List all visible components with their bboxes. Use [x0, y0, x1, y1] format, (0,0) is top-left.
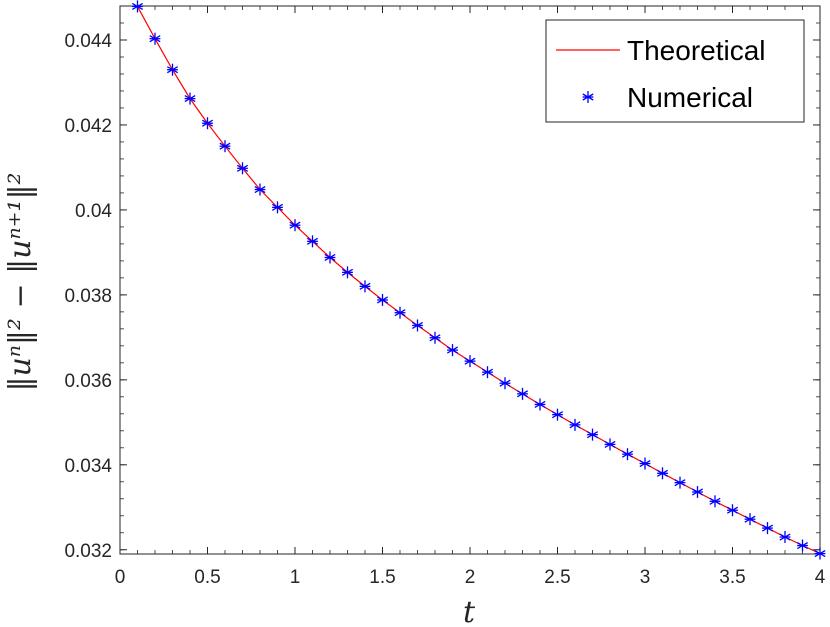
- y-tick-label: 0.04: [75, 201, 112, 222]
- numerical-point: [341, 266, 354, 279]
- y-axis-label-text: ‖uⁿ‖² − ‖uⁿ⁺¹‖²: [3, 172, 38, 391]
- x-tick-label: 2: [465, 567, 476, 588]
- numerical-point: [709, 495, 721, 508]
- numerical-point: [446, 344, 459, 357]
- y-tick-label: 0.032: [64, 541, 112, 562]
- numerical-point: [674, 476, 686, 489]
- x-tick-label: 0.5: [194, 567, 220, 588]
- legend: Theoretical Numerical: [545, 19, 805, 123]
- numerical-point: [726, 504, 739, 517]
- numerical-point: [656, 467, 669, 480]
- x-tick-label: 4: [815, 567, 826, 588]
- x-tick-label: 1: [290, 567, 301, 588]
- x-tick-label: 3: [640, 567, 651, 588]
- y-tick-label: 0.042: [64, 116, 112, 137]
- legend-box: [545, 19, 805, 123]
- legend-numerical-marker: [582, 91, 594, 103]
- numerical-point: [761, 522, 774, 535]
- numerical-point: [411, 319, 424, 332]
- numerical-point: [184, 92, 196, 105]
- theoretical-line: [136, 6, 821, 555]
- y-tick-label: 0.044: [64, 31, 112, 52]
- y-axis-label: ‖uⁿ‖² − ‖uⁿ⁺¹‖²: [3, 172, 38, 391]
- x-axis: 0 0.5 1 1.5 2 2.5 3 3.5 4: [115, 6, 826, 588]
- x-tick-label: 3.5: [719, 567, 745, 588]
- x-axis-label: t: [463, 595, 476, 627]
- numerical-point: [569, 418, 581, 431]
- numerical-point: [481, 366, 494, 379]
- numerical-point: [359, 280, 371, 293]
- x-tick-label: 2.5: [544, 567, 570, 588]
- x-tick-label: 0: [115, 567, 126, 588]
- numerical-point: [621, 448, 634, 461]
- numerical-point: [779, 531, 791, 544]
- y-axis: 0.032 0.034 0.036 0.038 0.04 0.042 0.044: [64, 5, 820, 562]
- numerical-point: [516, 387, 529, 400]
- numerical-point: [691, 485, 704, 498]
- numerical-point: [289, 219, 301, 232]
- plot-area: [131, 0, 826, 560]
- numerical-point: [219, 140, 231, 153]
- x-tick-label: 1.5: [369, 567, 395, 588]
- numerical-point: [551, 408, 564, 421]
- numerical-point: [604, 438, 616, 451]
- numerical-point: [586, 428, 599, 441]
- numerical-point: [149, 32, 161, 45]
- legend-numerical-swatch: [582, 91, 594, 103]
- y-tick-label: 0.034: [64, 456, 112, 477]
- numerical-point: [744, 513, 756, 526]
- y-tick-label: 0.038: [64, 286, 112, 307]
- y-tick-label: 0.036: [64, 371, 112, 392]
- numerical-point: [271, 201, 284, 214]
- numerical-point: [639, 457, 651, 470]
- numerical-point: [814, 547, 826, 560]
- numerical-point: [464, 355, 476, 368]
- numerical-point: [166, 63, 179, 76]
- numerical-point: [201, 117, 214, 130]
- numerical-point: [796, 539, 809, 552]
- numerical-point: [499, 377, 511, 390]
- numerical-point: [429, 331, 441, 344]
- numerical-point: [324, 251, 336, 264]
- legend-theoretical-label: Theoretical: [627, 35, 766, 66]
- numerical-point: [394, 306, 406, 319]
- legend-numerical-label: Numerical: [627, 82, 753, 113]
- numerical-point: [236, 162, 249, 175]
- numerical-point: [306, 235, 319, 248]
- numerical-point: [254, 183, 266, 196]
- numerical-point: [131, 0, 144, 13]
- numerical-point: [376, 293, 389, 306]
- numerical-point: [534, 398, 546, 411]
